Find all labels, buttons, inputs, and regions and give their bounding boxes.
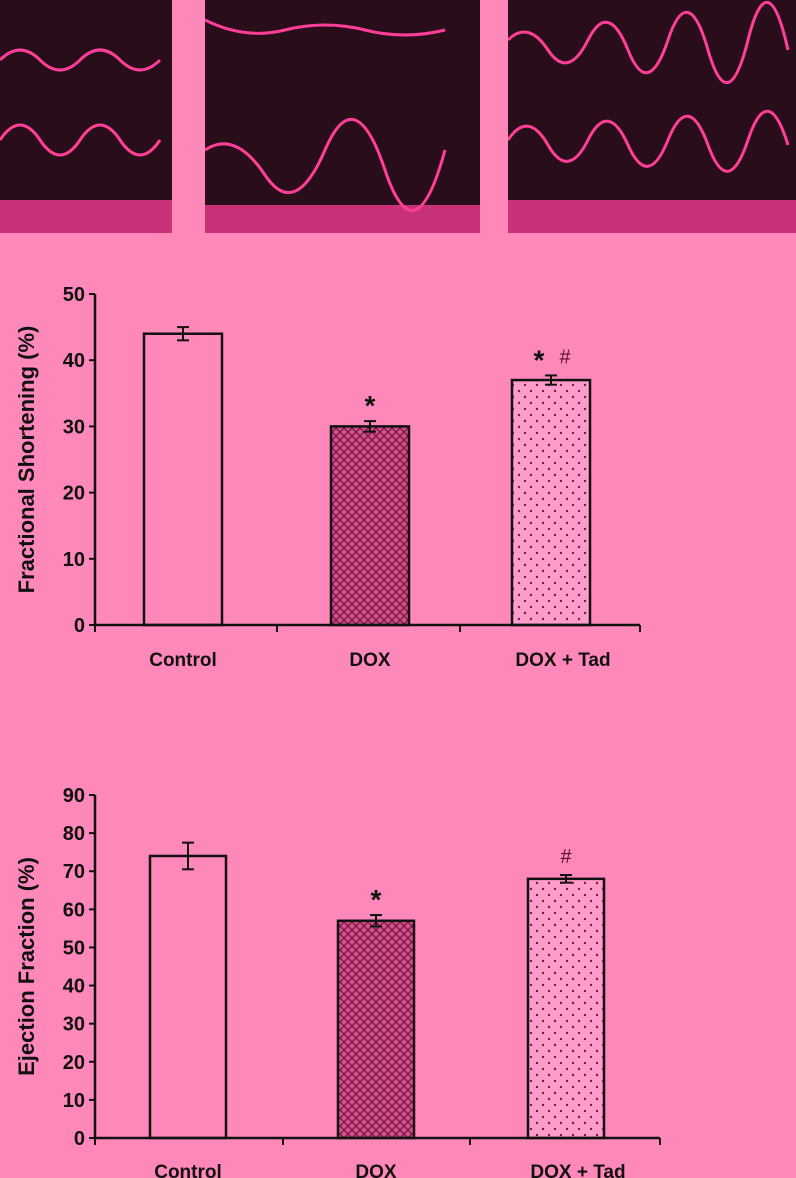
y-axis-label-ef: Ejection Fraction (%) <box>14 857 39 1076</box>
significance-asterisk: * <box>534 344 545 375</box>
echo-trace-dox <box>205 18 480 233</box>
x-tick-label: Control <box>154 1162 222 1178</box>
y-tick-label: 30 <box>63 416 85 438</box>
x-tick-label: Control <box>149 650 217 671</box>
x-tick-label: DOX + Tad <box>530 1162 625 1178</box>
bar-control <box>142 332 224 627</box>
y-tick-label: 20 <box>63 483 85 505</box>
y-tick-label: 30 <box>63 1014 85 1036</box>
echo-panel-control <box>0 0 172 233</box>
bar-dox-tad <box>510 378 592 627</box>
bar-dox-tad <box>526 877 606 1140</box>
y-tick-label: 50 <box>63 937 85 959</box>
y-tick-label: 10 <box>63 549 85 571</box>
y-axis-label-fs: Fractional Shortening (%) <box>14 326 39 594</box>
x-tick-label: DOX <box>355 1162 397 1178</box>
echo-trace-dox-tad <box>508 1 796 233</box>
echo-panel-dox-tad <box>508 0 796 233</box>
ejection-fraction-chart: 0 10 20 30 40 50 60 70 80 90 * # Control DOX DOX + T… <box>14 785 661 1178</box>
x-tick-label: DOX + Tad <box>515 650 610 671</box>
x-tick-label: DOX <box>349 650 391 671</box>
y-tick-label: 60 <box>63 899 85 921</box>
fractional-shortening-chart: 0 10 20 30 40 50 * * # Control DOX DOX + Tad Frac… <box>14 284 641 671</box>
y-tick-label: 10 <box>63 1090 85 1112</box>
echo-trace-control <box>0 48 172 233</box>
bar-control <box>148 854 228 1140</box>
significance-hash: # <box>560 846 572 868</box>
y-tick-label: 80 <box>63 823 85 845</box>
y-tick-label: 40 <box>63 350 85 372</box>
y-tick-label: 20 <box>63 1052 85 1074</box>
y-tick-label: 70 <box>63 861 85 883</box>
echo-panel-dox <box>205 0 480 233</box>
y-tick-label: 40 <box>63 976 85 998</box>
y-tick-label: 0 <box>74 615 85 637</box>
y-tick-label: 90 <box>63 785 85 807</box>
bar-dox <box>329 425 411 627</box>
significance-asterisk: * <box>371 884 382 915</box>
y-tick-label: 0 <box>74 1128 85 1150</box>
significance-asterisk: * <box>365 390 376 421</box>
significance-hash: # <box>559 346 571 368</box>
y-tick-label: 50 <box>63 284 85 306</box>
bar-dox <box>336 919 416 1140</box>
